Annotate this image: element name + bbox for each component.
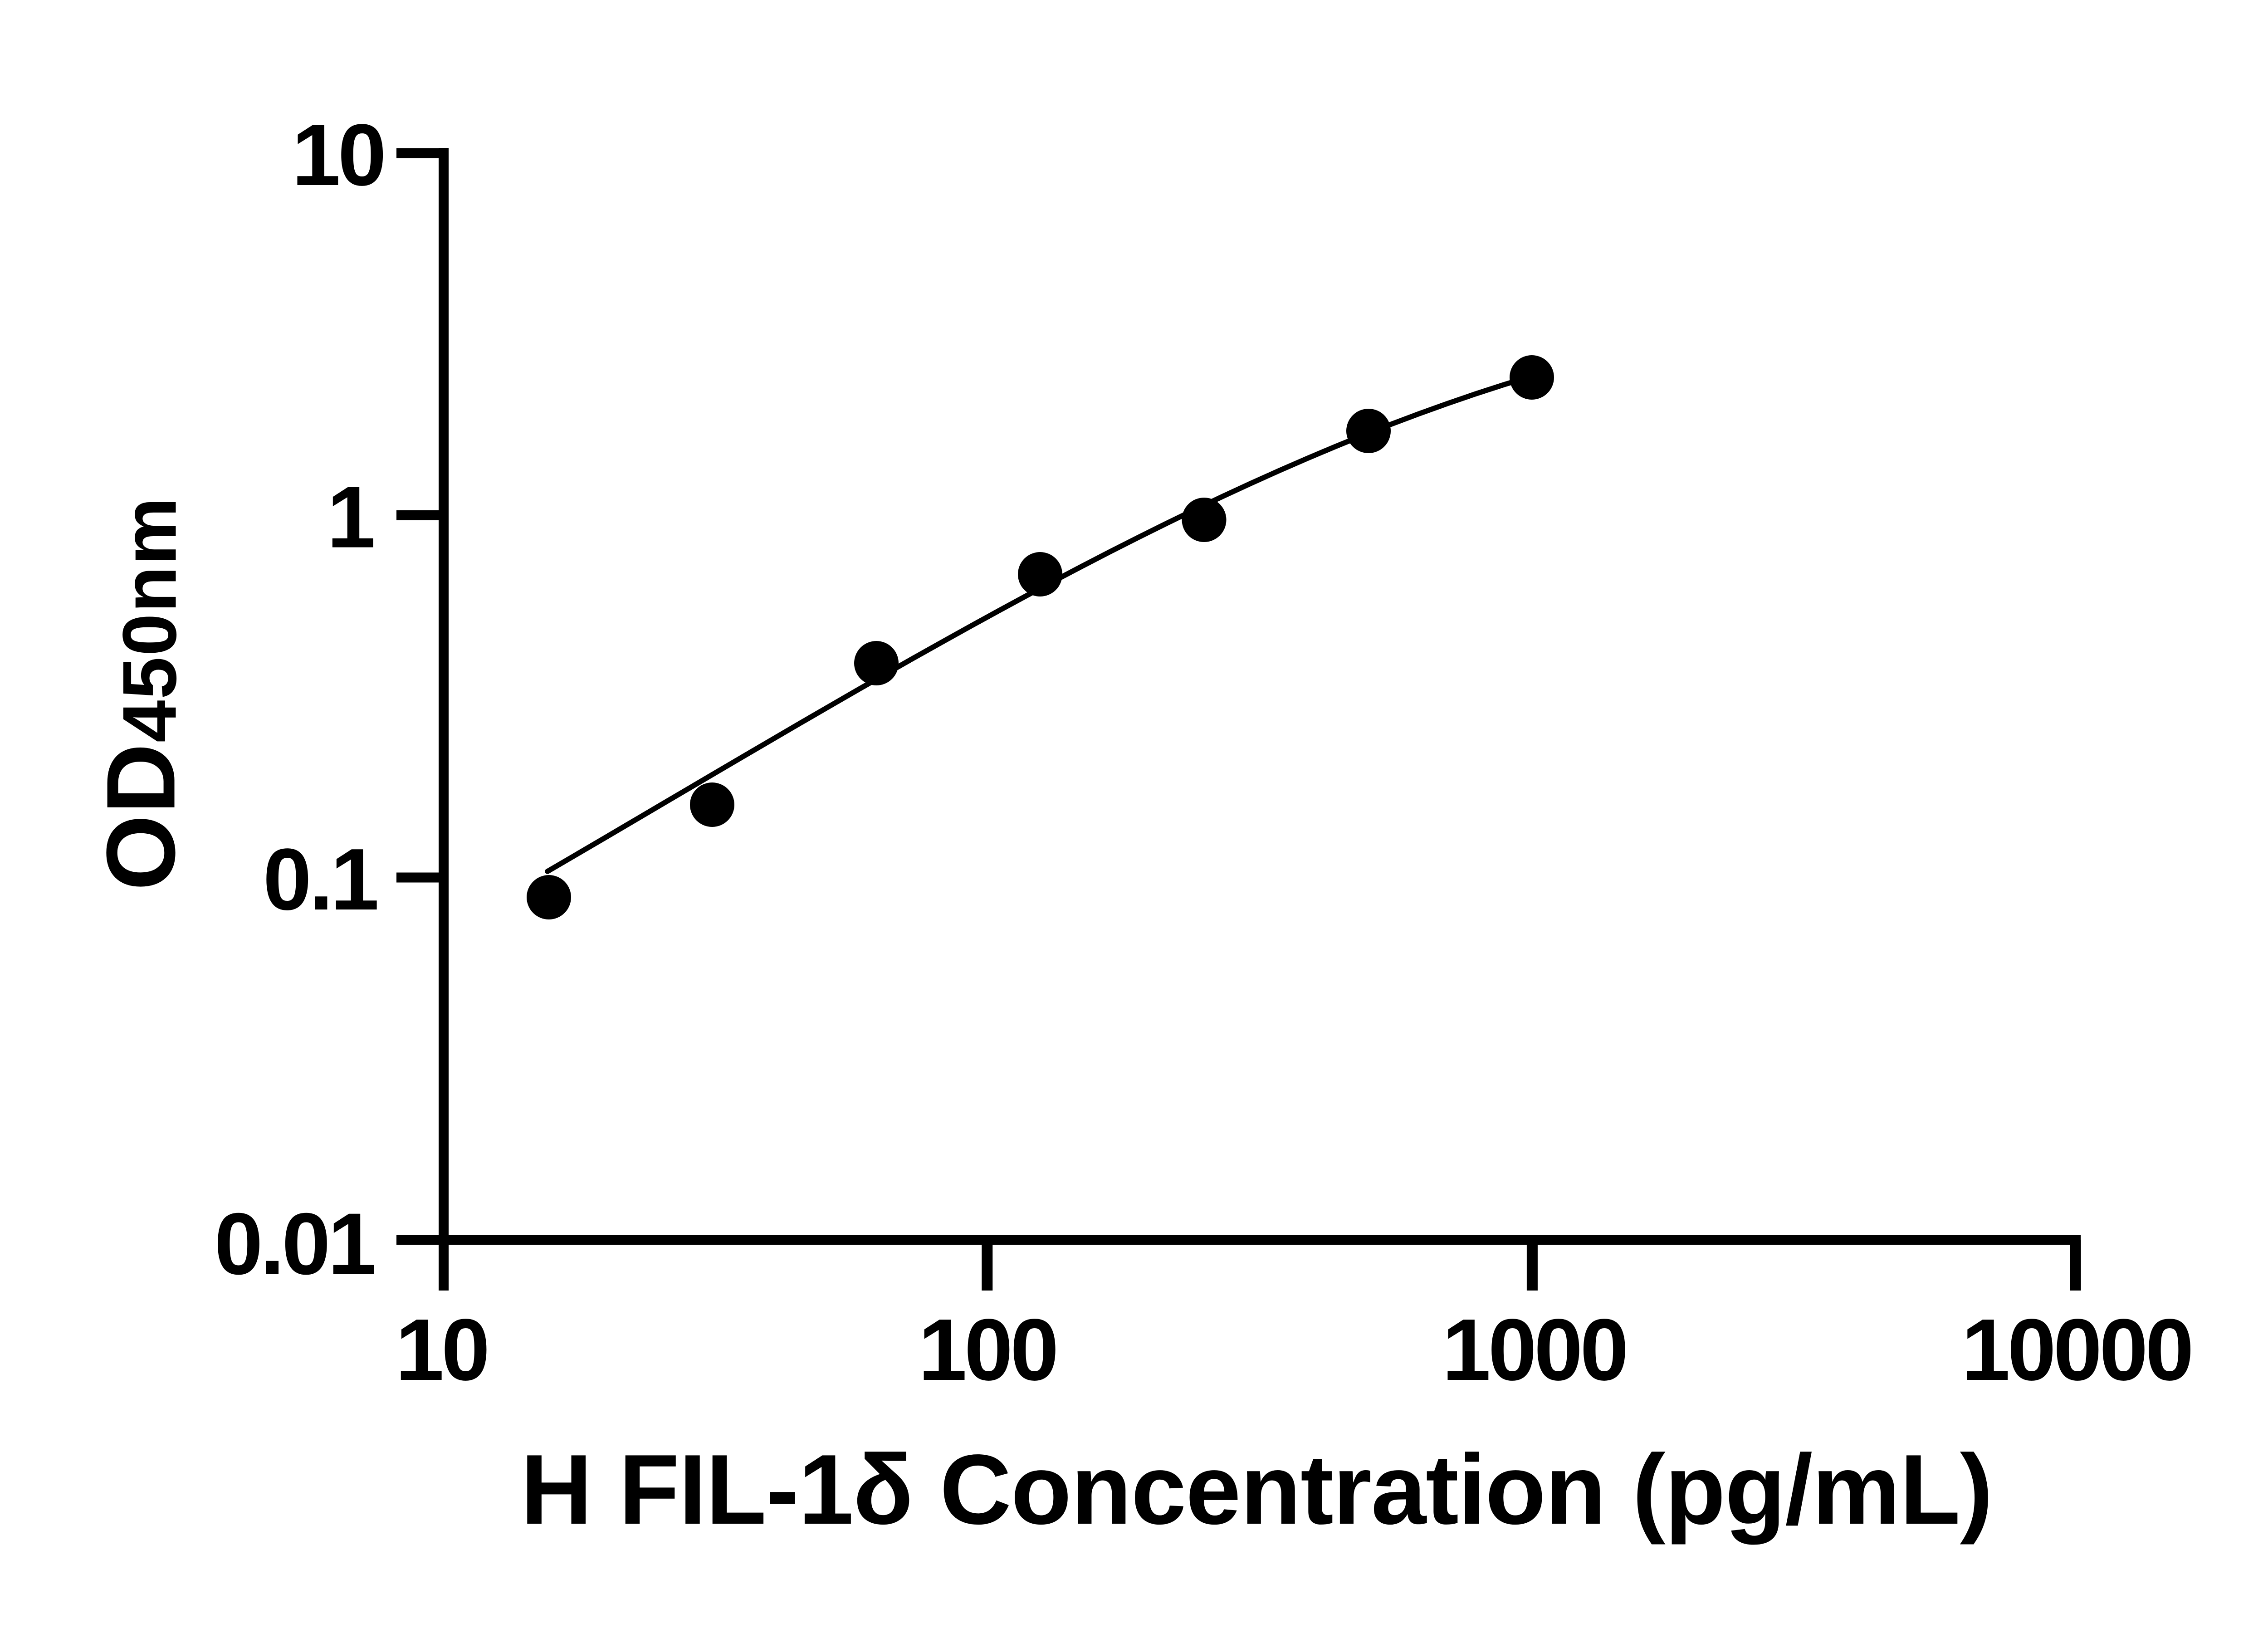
svg-text:10000: 10000 [1961,1301,2191,1398]
svg-text:10: 10 [396,1301,488,1398]
svg-text:1000: 1000 [1442,1301,1626,1398]
svg-text:100: 100 [918,1301,1056,1398]
svg-text:H FIL-1δ Concentration (pg/mL): H FIL-1δ Concentration (pg/mL) [521,1434,1993,1545]
svg-text:1: 1 [327,468,373,566]
svg-text:0.01: 0.01 [214,1195,374,1293]
svg-text:10: 10 [292,106,384,204]
svg-text:0.1: 0.1 [263,830,377,928]
